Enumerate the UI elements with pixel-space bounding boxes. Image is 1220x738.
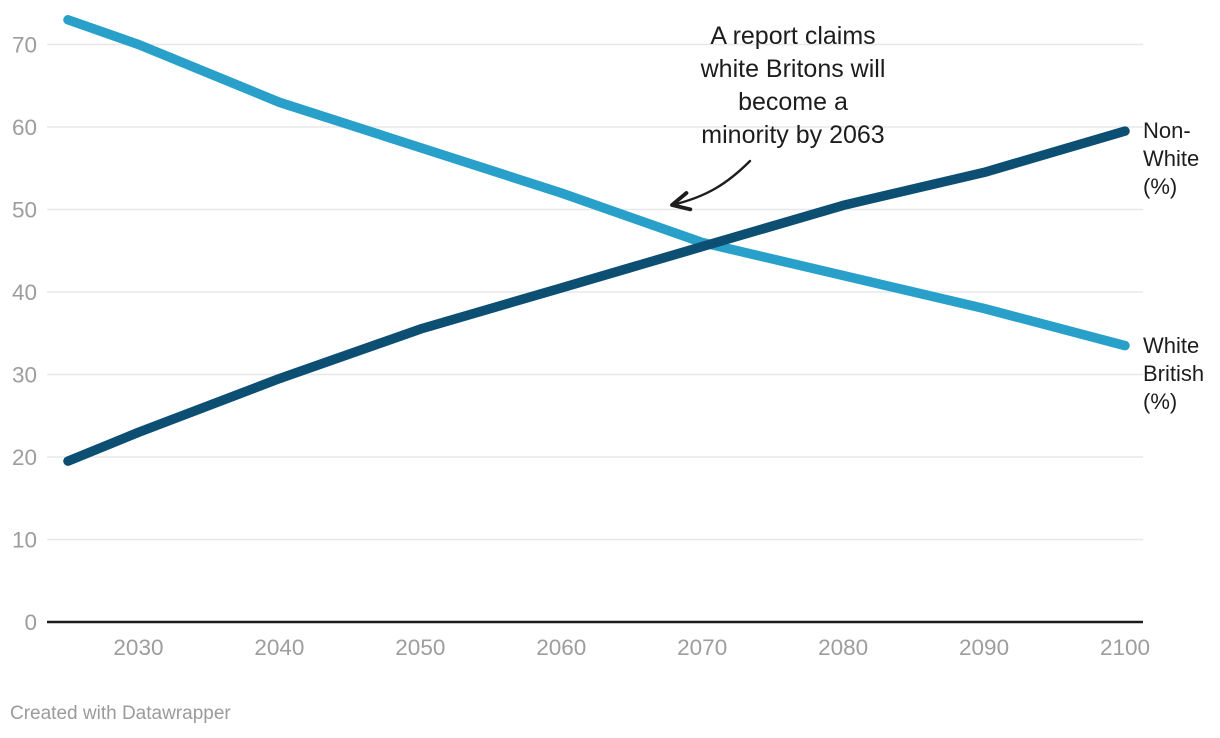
x-tick-label: 2090	[959, 635, 1009, 660]
x-tick-label: 2040	[254, 635, 304, 660]
x-tick-label: 2050	[395, 635, 445, 660]
x-tick-label: 2030	[113, 635, 163, 660]
series-line-white-british	[63, 15, 1130, 351]
annotation-arrow-icon	[670, 159, 752, 212]
x-tick-label: 2070	[677, 635, 727, 660]
series-line-non-white	[63, 126, 1130, 466]
y-tick-label: 20	[12, 445, 37, 470]
gridlines	[47, 43, 1143, 624]
y-tick-label: 30	[12, 363, 37, 388]
y-tick-label: 70	[12, 33, 37, 58]
y-axis-tick-labels: 0 10 20 30 40 50 60 70	[12, 33, 37, 636]
datawrapper-credit-link[interactable]: Created with Datawrapper	[10, 703, 231, 724]
y-tick-label: 60	[12, 115, 37, 140]
y-tick-label: 50	[12, 198, 37, 223]
annotation-text: A report claims white Britons will becom…	[700, 22, 886, 149]
x-tick-label: 2060	[536, 635, 586, 660]
y-tick-label: 40	[12, 280, 37, 305]
y-tick-label: 0	[24, 610, 37, 635]
x-axis-tick-labels: 2030 2040 2050 2060 2070 2080 2090 2100	[113, 635, 1150, 660]
y-tick-label: 10	[12, 528, 37, 553]
x-tick-label: 2080	[818, 635, 868, 660]
data-lines	[63, 15, 1130, 466]
series-label-white-british: White British (%)	[1143, 332, 1205, 414]
x-tick-label: 2100	[1100, 635, 1150, 660]
series-label-non-white: Non- White (%)	[1143, 118, 1200, 200]
